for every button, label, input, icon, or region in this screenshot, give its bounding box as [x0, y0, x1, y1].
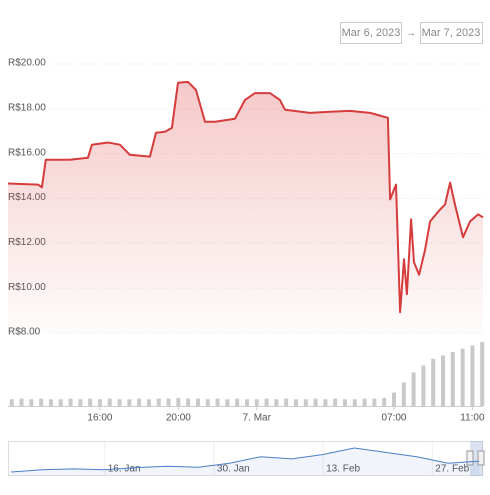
- volume-bar: [137, 398, 142, 406]
- volume-bar: [264, 398, 269, 406]
- volume-bar: [382, 397, 387, 406]
- volume-bar: [303, 399, 308, 406]
- y-tick-label: R$20.00: [8, 58, 46, 69]
- navigator-handle-right[interactable]: [477, 450, 485, 466]
- date-from-box[interactable]: [340, 22, 402, 44]
- navigator-handle-left[interactable]: [466, 450, 474, 466]
- y-tick-label: R$16.00: [8, 147, 46, 158]
- navigator-label: 16. Jan: [108, 464, 141, 475]
- volume-bar: [97, 399, 102, 406]
- volume-bar: [225, 399, 230, 406]
- volume-bar: [372, 398, 377, 406]
- volume-bar: [431, 358, 436, 406]
- volume-bar: [460, 348, 465, 406]
- price-area: [8, 81, 483, 334]
- volume-bar: [117, 399, 122, 406]
- volume-bar: [313, 398, 318, 406]
- x-tick-label: 7. Mar: [243, 413, 272, 424]
- navigator-label: 27. Feb: [435, 464, 469, 475]
- volume-bar: [88, 398, 93, 406]
- x-tick-label: 07:00: [381, 413, 406, 424]
- y-tick-label: R$18.00: [8, 102, 46, 113]
- volume-bar: [323, 399, 328, 406]
- volume-bar: [58, 399, 63, 406]
- volume-bar: [274, 399, 279, 406]
- volume-bar: [156, 398, 161, 406]
- date-to[interactable]: Mar 7, 2023: [422, 27, 481, 39]
- navigator-area: [11, 448, 480, 475]
- volume-bar: [235, 398, 240, 406]
- volume-bar: [480, 342, 485, 406]
- volume-bar: [107, 398, 112, 406]
- navigator-label: 30. Jan: [217, 464, 250, 475]
- volume-bar: [401, 382, 406, 406]
- volume-bar: [333, 398, 338, 406]
- volume-bar: [146, 399, 151, 406]
- volume-bar: [48, 399, 53, 406]
- volume-bar: [9, 399, 14, 406]
- x-tick-label: 11:00: [460, 413, 485, 424]
- volume-bar: [68, 398, 73, 406]
- volume-bar: [244, 399, 249, 406]
- volume-bar: [205, 399, 210, 406]
- volume-bar: [441, 355, 446, 406]
- price-line: [7, 80, 484, 314]
- navigator-label: 13. Feb: [326, 464, 360, 475]
- volume-bar: [362, 398, 367, 406]
- date-arrow: →: [406, 27, 417, 39]
- volume-bar: [78, 399, 83, 406]
- date-to-box[interactable]: [420, 22, 483, 44]
- x-tick-label: 20:00: [166, 413, 191, 424]
- volume-bar: [39, 398, 44, 406]
- volume-bar: [254, 399, 259, 406]
- volume-bar: [421, 365, 426, 406]
- volume-bar: [166, 398, 171, 406]
- volume-bar: [391, 392, 396, 406]
- navigator-line: [11, 447, 480, 473]
- volume-bar: [29, 399, 34, 406]
- volume-bar: [411, 372, 416, 406]
- volume-bar: [176, 397, 181, 406]
- volume-bar: [186, 398, 191, 406]
- volume-bar: [127, 399, 132, 406]
- navigator-window[interactable]: [470, 441, 483, 476]
- x-tick-label: 16:00: [87, 413, 112, 424]
- volume-bar: [195, 398, 200, 406]
- volume-bar: [284, 398, 289, 406]
- volume-bar: [342, 399, 347, 406]
- volume-bar: [293, 399, 298, 406]
- date-from[interactable]: Mar 6, 2023: [342, 27, 401, 39]
- volume-bar: [450, 352, 455, 406]
- volume-bar: [19, 398, 24, 406]
- volume-bar: [215, 398, 220, 406]
- volume-bar: [352, 399, 357, 406]
- volume-bar: [470, 345, 475, 406]
